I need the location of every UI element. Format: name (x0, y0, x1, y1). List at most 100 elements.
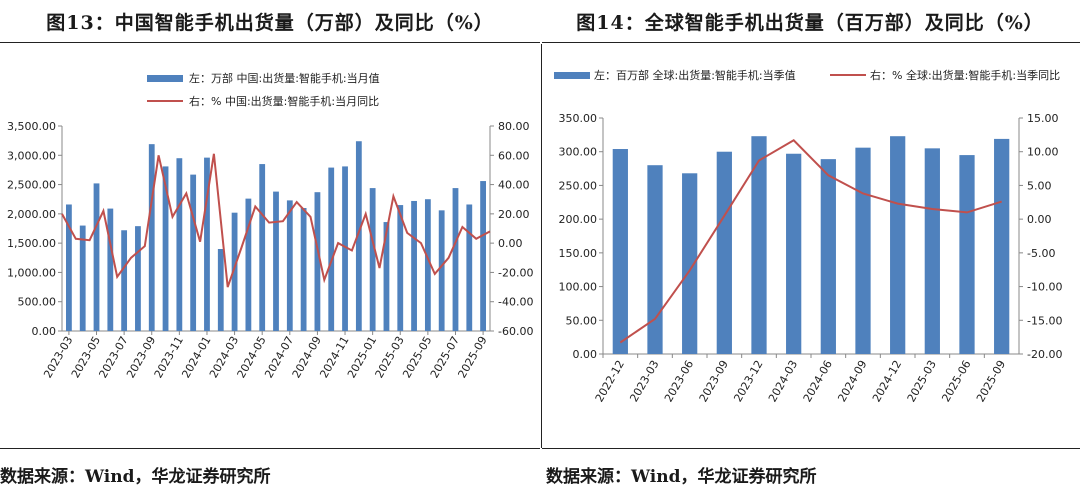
x-tick-label: 2023-12 (731, 358, 765, 404)
bar-global-quarterly (647, 165, 663, 354)
y-tick-label-right: 20.00 (498, 208, 530, 221)
source-note-right: 数据来源：Wind，华龙证券研究所 (546, 467, 817, 487)
y-tick-label-right: 0.00 (1027, 213, 1052, 226)
y-tick-label-right: 5.00 (1027, 179, 1052, 192)
bar-china-monthly (204, 157, 210, 331)
bar-global-quarterly (890, 136, 906, 354)
line-china-yoy (61, 153, 491, 288)
bar-china-monthly (286, 200, 293, 331)
bar-global-quarterly (959, 155, 975, 354)
bar-china-monthly (424, 199, 431, 331)
y-tick-label-right: 15.00 (1027, 112, 1059, 125)
y-tick-label-left: 2,000.00 (7, 208, 56, 221)
bar-china-monthly (79, 225, 86, 331)
chart-right: 左：百万部 全球:出货量:智能手机:当季值 右：% 全球:出货量:智能手机:当季同… (554, 68, 1062, 404)
y-tick-label-left: 3,500.00 (7, 120, 56, 133)
bar-china-monthly (397, 205, 404, 331)
bar-china-monthly (369, 188, 376, 331)
y-tick-label-right: -60.00 (498, 325, 533, 338)
bar-china-monthly (328, 167, 335, 331)
bar-china-monthly (148, 144, 155, 331)
bar-china-monthly (162, 166, 169, 331)
x-tick-label: 2023-09 (697, 358, 731, 404)
y-tick-label-left: 0.00 (32, 325, 57, 338)
bar-china-monthly (231, 212, 238, 331)
bar-global-quarterly (716, 151, 732, 354)
x-tick-label: 2024-12 (870, 358, 904, 404)
title-rule-right (542, 42, 1080, 43)
chart-panel-right: 图14：全球智能手机出货量（百万部）及同比（%） 左：百万部 全球:出货量:智能… (540, 0, 1080, 492)
x-tick-label: 2023-06 (662, 358, 696, 404)
bar-global-quarterly (682, 173, 698, 354)
bar-china-monthly (259, 164, 266, 331)
bar-china-monthly (466, 204, 473, 331)
bar-china-monthly (107, 208, 114, 331)
bar-global-quarterly (751, 136, 767, 354)
y-tick-label-right: 10.00 (1027, 146, 1059, 159)
bottom-rule-left (0, 448, 540, 449)
x-tick-label: 2024-06 (801, 358, 835, 404)
bar-china-monthly (273, 191, 279, 331)
y-tick-label-left: 150.00 (559, 247, 598, 260)
chart-panel-left: 图13：中国智能手机出货量（万部）及同比（%） 左：万部 中国:出货量:智能手机… (0, 12, 540, 487)
y-tick-label-right: -15.00 (1027, 314, 1062, 327)
bar-china-monthly (66, 204, 72, 331)
figure-title-right: 图14：全球智能手机出货量（百万部）及同比（%） (576, 12, 1044, 34)
y-tick-label-left: 500.00 (18, 296, 57, 309)
y-tick-label-left: 50.00 (566, 314, 598, 327)
x-tick-label: 2024-09 (835, 358, 869, 404)
x-tick-label: 2025-03 (905, 358, 939, 404)
y-tick-label-left: 1,000.00 (7, 266, 56, 279)
y-tick-label-right: 0.00 (498, 237, 523, 250)
legend-label-bar: 左：百万部 全球:出货量:智能手机:当季值 (594, 68, 796, 82)
y-tick-label-left: 2,500.00 (7, 179, 56, 192)
y-tick-label-left: 350.00 (559, 112, 598, 125)
legend-swatch-bar (147, 75, 183, 82)
bar-china-monthly (438, 210, 445, 331)
y-tick-label-left: 100.00 (559, 281, 598, 294)
bar-china-monthly (93, 183, 100, 331)
source-note-left: 数据来源：Wind，华龙证券研究所 (0, 467, 271, 487)
x-tick-label: 2024-03 (766, 358, 800, 404)
legend-label-line: 右：% 全球:出货量:智能手机:当季同比 (870, 68, 1060, 82)
x-tick-label: 2023-03 (627, 358, 661, 404)
y-tick-label-right: -20.00 (498, 266, 533, 279)
y-tick-label-left: 3,000.00 (7, 149, 56, 162)
bar-global-quarterly (820, 159, 836, 354)
panel-divider (541, 44, 542, 448)
bar-china-monthly (383, 222, 390, 331)
bar-china-monthly (217, 249, 224, 331)
bar-china-monthly (135, 226, 141, 331)
figure-title-left: 图13：中国智能手机出货量（万部）及同比（%） (46, 12, 494, 34)
bar-global-quarterly (612, 149, 628, 354)
x-tick-label: 2025-06 (939, 358, 973, 404)
bar-china-monthly (300, 208, 307, 331)
bar-global-quarterly (924, 148, 940, 354)
bar-global-quarterly (786, 153, 802, 354)
bar-global-quarterly (855, 147, 871, 354)
y-tick-label-right: -5.00 (1027, 247, 1055, 260)
legend-label-line: 右：% 中国:出货量:智能手机:当月同比 (189, 94, 379, 108)
bar-china-monthly (190, 174, 197, 331)
bar-china-monthly (411, 200, 417, 331)
bar-china-monthly (121, 230, 128, 331)
y-tick-label-right: -10.00 (1027, 281, 1062, 294)
y-tick-label-right: -40.00 (498, 296, 533, 309)
y-tick-label-left: 1,500.00 (7, 237, 56, 250)
bar-china-monthly (355, 141, 362, 331)
y-tick-label-left: 250.00 (559, 179, 598, 192)
line-global-yoy (619, 139, 1002, 344)
bottom-rule-right (542, 448, 1080, 449)
y-tick-label-right: 40.00 (498, 179, 530, 192)
y-tick-label-left: 0.00 (573, 348, 598, 361)
bar-china-monthly (452, 188, 459, 331)
x-tick-label: 2022-12 (593, 358, 627, 404)
bar-china-monthly (314, 192, 321, 331)
bar-china-monthly (342, 166, 348, 331)
bar-china-monthly (480, 181, 486, 331)
x-tick-label: 2025-09 (974, 358, 1008, 404)
bar-global-quarterly (994, 138, 1010, 354)
y-tick-label-right: -20.00 (1027, 348, 1062, 361)
title-rule-left (0, 42, 540, 43)
